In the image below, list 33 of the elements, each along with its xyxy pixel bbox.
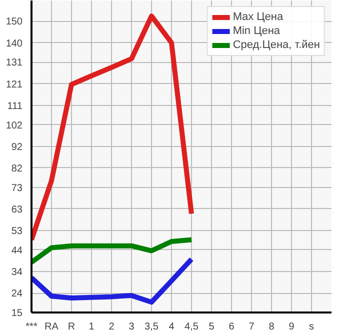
y-tick-label: 15 [11,308,23,319]
x-tick-label: 4,5 [184,322,199,332]
x-tick-label: 2 [108,322,115,332]
x-tick-label: 4 [168,322,175,332]
y-tick-label: 131 [6,58,23,69]
y-tick-label: 53 [11,226,23,238]
x-tick-label: 7 [248,322,255,332]
y-tick-label: 140 [6,38,23,50]
y-tick-label: 44 [11,245,23,256]
y-tick-label: 102 [6,120,23,132]
x-tick-label: *** [26,322,38,332]
x-tick-label: R [68,322,76,332]
x-tick-label: s [309,322,314,332]
y-tick-label: 34 [11,267,23,278]
x-tick-label: 3,5 [144,322,159,332]
x-tick-label: RA [44,322,59,332]
x-tick-label: 6 [228,322,235,332]
y-tick-label: 63 [11,204,23,216]
x-tick-label: 9 [288,322,295,332]
y-tick-label: 111 [7,100,23,112]
x-tick-label: 5 [208,322,215,332]
y-tick-label: 150 [6,16,23,28]
legend-label: Min Цена [232,25,280,37]
y-tick-label: 24 [11,288,23,300]
x-tick-label: 1 [88,322,95,332]
x-tick-label: 8 [268,322,275,332]
legend-label: Max Цена [232,11,284,23]
y-tick-label: 82 [11,163,23,174]
y-tick-label: 121 [6,79,23,90]
legend-label: Сред.Цена, т.йен [232,39,320,51]
x-tick-label: 3 [128,322,135,332]
y-tick-label: 73 [11,182,23,194]
y-tick-label: 92 [11,142,23,153]
